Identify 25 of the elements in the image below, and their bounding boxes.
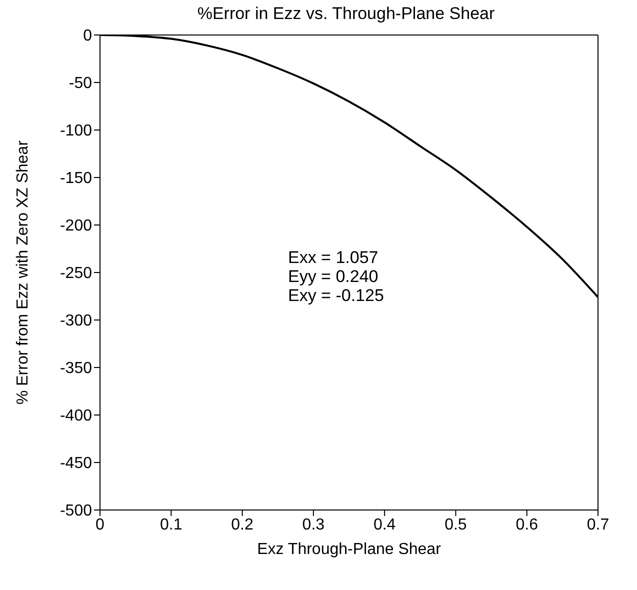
x-tick-label: 0.2 <box>231 516 254 534</box>
y-tick-label: -300 <box>60 312 92 330</box>
y-tick-label: -100 <box>60 122 92 140</box>
annotation: Exx = 1.057 <box>288 248 380 267</box>
y-tick-label: -450 <box>60 455 92 472</box>
x-tick-label: 0 <box>96 516 105 534</box>
x-axis-title: Exz Through-Plane Shear <box>257 541 442 558</box>
x-tick-label: 0.7 <box>586 516 610 534</box>
x-tick-label: 0.1 <box>160 516 182 534</box>
x-tick-label: 0.3 <box>302 516 325 534</box>
y-tick-label: -50 <box>68 75 92 92</box>
y-tick-label: -500 <box>60 502 92 520</box>
y-tick-label: -350 <box>60 360 92 378</box>
chart-title: %Error in Ezz vs. Through-Plane Shear <box>196 4 496 24</box>
y-tick-label: -200 <box>60 218 92 235</box>
y-tick-label: -250 <box>60 265 92 282</box>
x-tick-label: 0.4 <box>373 516 396 534</box>
annotation: Exy = -0.125 <box>288 286 384 305</box>
y-tick-label: 0 <box>83 28 92 45</box>
x-tick-label: 0.5 <box>444 516 467 534</box>
y-axis-title: % Error from Ezz with Zero XZ Shear <box>14 140 32 405</box>
y-tick-label: -400 <box>60 408 92 425</box>
annotation: Eyy = 0.240 <box>288 267 380 286</box>
y-tick-label: -150 <box>60 170 92 188</box>
x-tick-label: 0.6 <box>516 516 538 534</box>
